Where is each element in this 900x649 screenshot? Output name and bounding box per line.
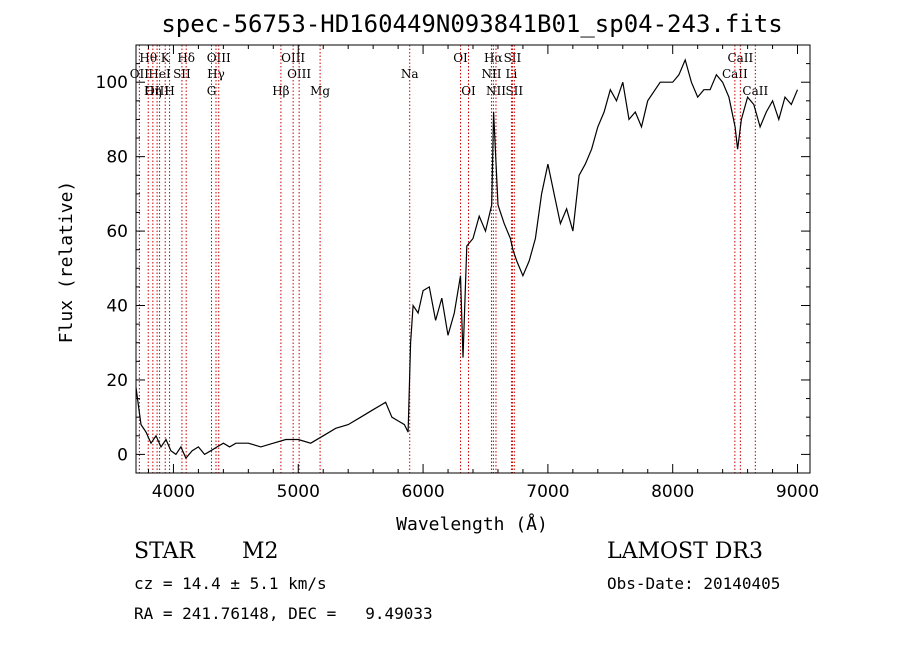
object-class: STAR: [134, 539, 195, 564]
x-tick-label: 4000: [152, 482, 195, 502]
line-label: OIII: [281, 51, 305, 65]
line-label: Hδ: [177, 51, 195, 65]
line-label: OIII: [207, 51, 231, 65]
x-tick-label: 7000: [526, 482, 569, 502]
y-tick-label: 20: [106, 371, 128, 391]
line-label: CaII: [727, 51, 753, 65]
survey-name: LAMOST DR3: [607, 539, 763, 564]
x-tick-label: 5000: [277, 482, 320, 502]
y-tick-label: 60: [106, 222, 128, 242]
line-label: SII: [504, 51, 522, 65]
line-label: K: [161, 51, 171, 65]
x-tick-label: 6000: [401, 482, 444, 502]
line-label: Hα: [484, 51, 503, 65]
chart-title: spec-56753-HD160449N093841B01_sp04-243.f…: [161, 10, 782, 38]
y-tick-label: 80: [106, 148, 128, 168]
line-label: OI: [453, 51, 468, 65]
x-axis: 4000 5000 6000 7000 8000 9000: [147, 45, 819, 502]
coordinates: RA = 241.76148, DEC = 9.49033: [134, 604, 433, 623]
y-axis-label: Flux (relative): [56, 181, 77, 344]
x-tick-label: 8000: [651, 482, 694, 502]
x-tick-label: 9000: [776, 482, 819, 502]
spectral-line-markers: [138, 45, 756, 473]
y-tick-label: 100: [96, 73, 128, 93]
observation-date: Obs-Date: 20140405: [607, 574, 781, 593]
object-subclass: M2: [242, 539, 279, 564]
y-tick-label: 40: [106, 297, 128, 317]
redshift-velocity: cz = 14.4 ± 5.1 km/s: [134, 574, 327, 593]
line-label: Hθ: [139, 51, 157, 65]
y-axis: 0 20 40 60 80 100: [96, 63, 810, 465]
x-axis-label: Wavelength (Å): [396, 513, 548, 535]
flux-series-line: [135, 58, 799, 460]
plot-frame: [135, 44, 811, 474]
y-tick-label: 0: [117, 445, 128, 465]
